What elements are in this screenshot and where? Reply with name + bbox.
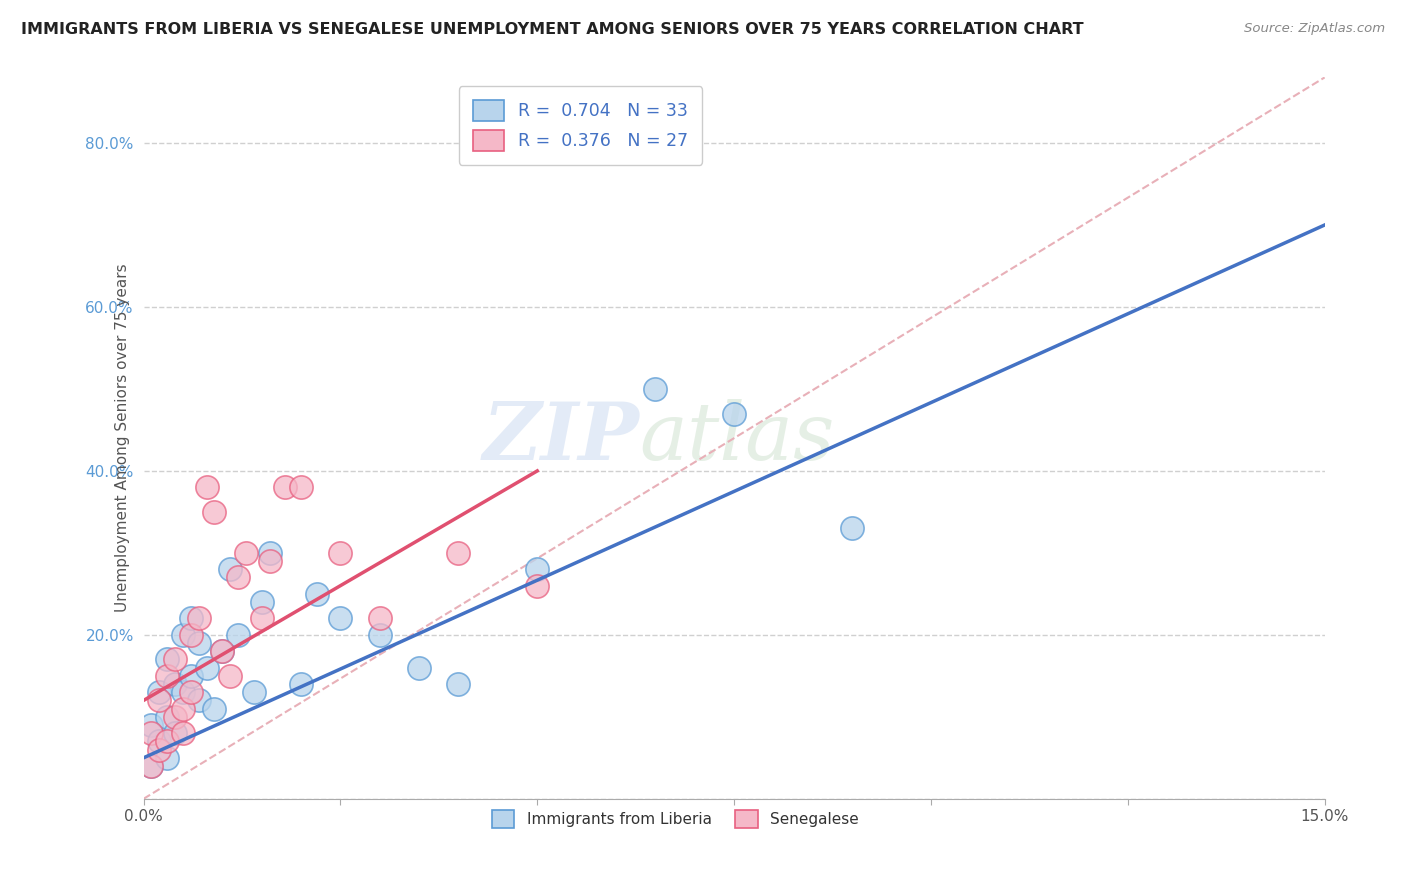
Text: IMMIGRANTS FROM LIBERIA VS SENEGALESE UNEMPLOYMENT AMONG SENIORS OVER 75 YEARS C: IMMIGRANTS FROM LIBERIA VS SENEGALESE UN… (21, 22, 1084, 37)
Point (408, 661, 430, 675)
Y-axis label: Unemployment Among Seniors over 75 years: Unemployment Among Seniors over 75 years (115, 264, 129, 613)
Point (250, 595, 273, 609)
Point (526, 562, 548, 576)
Point (141, 726, 163, 740)
Point (180, 628, 202, 642)
Point (235, 546, 257, 560)
Point (156, 751, 179, 765)
Text: Source: ZipAtlas.com: Source: ZipAtlas.com (1244, 22, 1385, 36)
Point (180, 685, 202, 699)
Point (226, 628, 249, 642)
Point (219, 669, 242, 683)
Point (259, 554, 281, 568)
Point (250, 611, 273, 625)
Point (368, 628, 391, 642)
Point (163, 652, 186, 666)
Point (180, 611, 202, 625)
Point (148, 693, 170, 707)
Point (242, 685, 264, 699)
Point (156, 734, 179, 748)
Point (141, 759, 163, 773)
Point (305, 587, 328, 601)
Point (644, 382, 666, 396)
Point (329, 546, 352, 560)
Point (259, 546, 281, 560)
Point (195, 480, 218, 494)
Point (172, 726, 194, 740)
Point (156, 669, 179, 683)
Point (211, 644, 233, 658)
Point (163, 677, 186, 691)
Point (141, 759, 163, 773)
Point (187, 693, 209, 707)
Point (180, 669, 202, 683)
Point (156, 652, 179, 666)
Point (329, 611, 352, 625)
Point (219, 562, 242, 576)
Point (172, 628, 194, 642)
Point (211, 644, 233, 658)
Point (723, 407, 745, 421)
Text: atlas: atlas (640, 400, 835, 477)
Point (447, 546, 470, 560)
Point (290, 677, 312, 691)
Point (202, 701, 225, 715)
Text: ZIP: ZIP (482, 400, 640, 477)
Point (187, 611, 209, 625)
Point (290, 480, 312, 494)
Point (202, 505, 225, 519)
Point (368, 611, 391, 625)
Point (195, 661, 218, 675)
Point (163, 710, 186, 724)
Point (148, 742, 170, 756)
Legend: Immigrants from Liberia, Senegalese: Immigrants from Liberia, Senegalese (485, 804, 865, 835)
Point (148, 685, 170, 699)
Point (172, 685, 194, 699)
Point (141, 718, 163, 732)
Point (526, 579, 548, 593)
Point (172, 701, 194, 715)
Point (187, 636, 209, 650)
Point (274, 480, 297, 494)
Point (841, 521, 863, 535)
Point (226, 570, 249, 584)
Point (156, 710, 179, 724)
Point (447, 677, 470, 691)
Point (148, 734, 170, 748)
Point (163, 726, 186, 740)
